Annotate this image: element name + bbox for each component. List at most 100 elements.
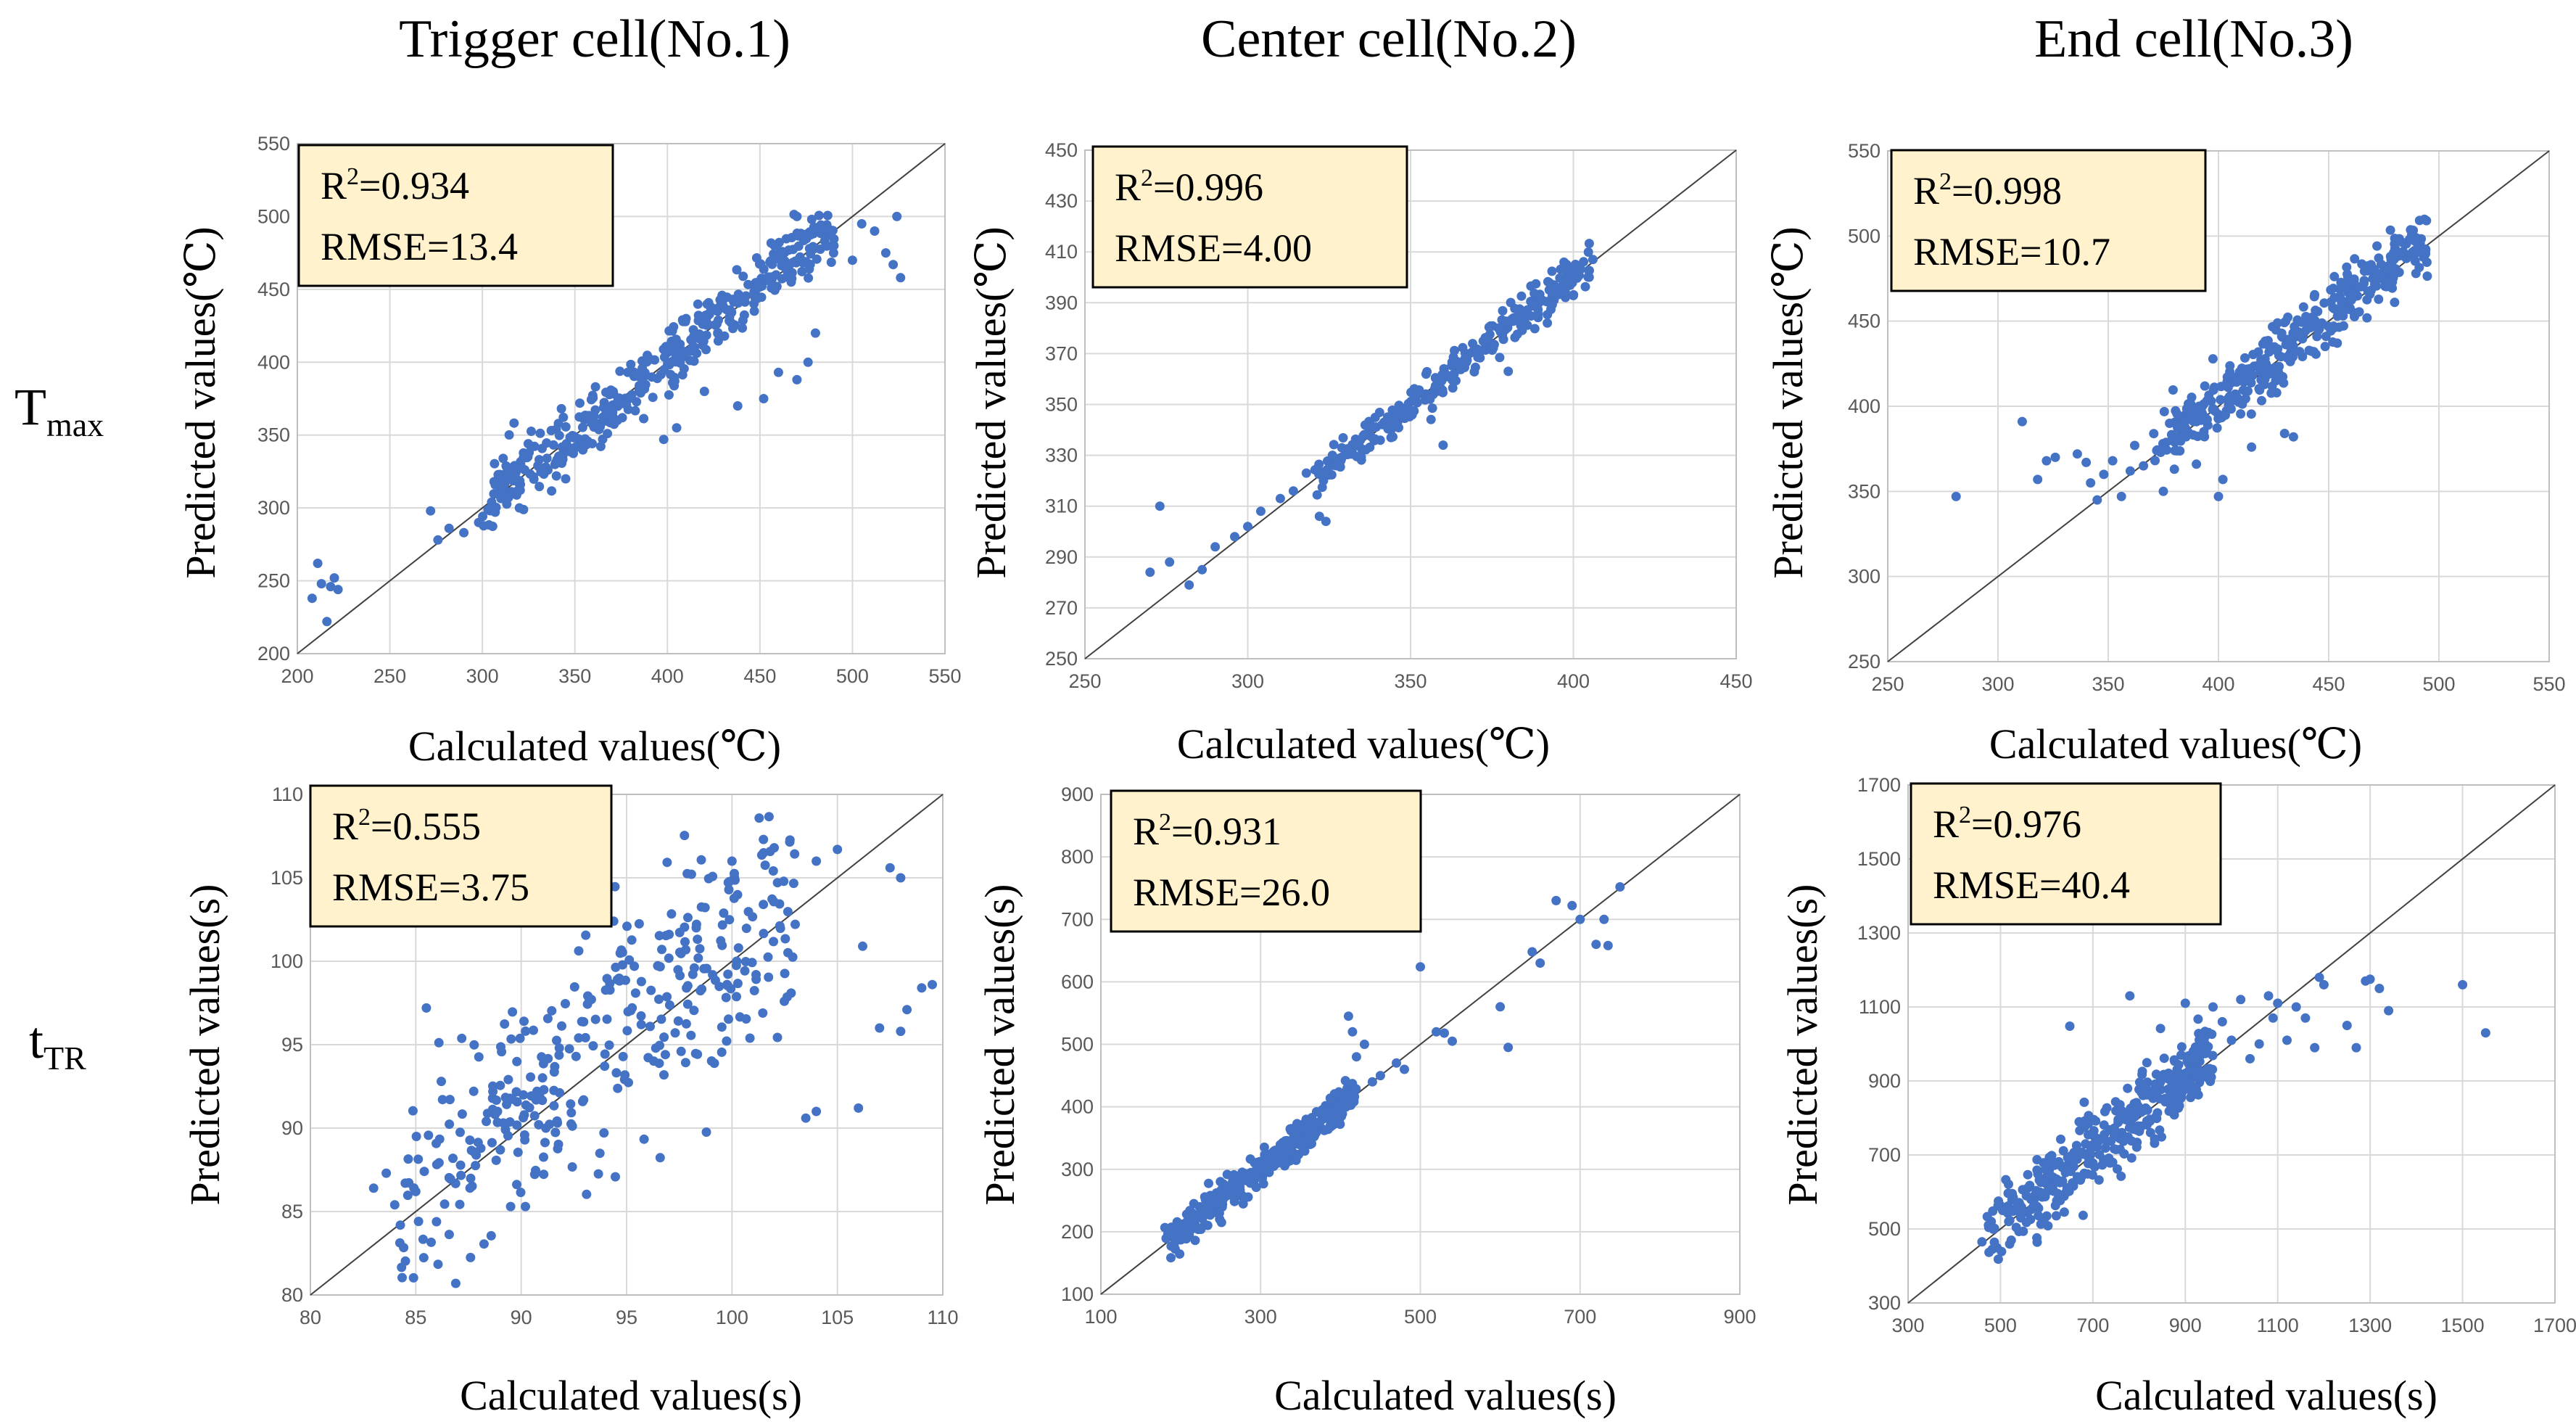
data-point [1495, 1002, 1506, 1012]
data-point [2342, 262, 2352, 272]
data-point [785, 837, 795, 847]
x-axis-title: Calculated values(℃) [1989, 720, 2362, 768]
data-point [626, 1006, 636, 1016]
data-point [1510, 332, 1520, 342]
data-point [599, 1128, 609, 1138]
data-point [503, 1074, 513, 1085]
data-point [2149, 429, 2159, 439]
data-point [2357, 259, 2367, 269]
data-point [2195, 412, 2205, 421]
data-point [504, 430, 514, 440]
data-point [1370, 434, 1380, 444]
data-point [2264, 363, 2274, 373]
data-point [775, 899, 785, 909]
row-label-ttr-sub: TR [44, 1040, 86, 1077]
y-tick-label: 400 [1061, 1096, 1094, 1118]
data-point [814, 223, 825, 233]
data-point [2247, 442, 2257, 452]
y-tick-label: 800 [1061, 846, 1094, 868]
y-tick-label: 290 [1045, 546, 1078, 568]
data-point [1572, 269, 1582, 279]
data-point [569, 432, 579, 443]
data-point [381, 1168, 392, 1178]
data-point [2048, 1172, 2058, 1183]
stats-box [297, 144, 614, 287]
y-tick-label: 200 [257, 643, 290, 665]
data-point [797, 266, 807, 276]
data-point [2028, 1201, 2039, 1211]
data-point [1252, 1163, 1263, 1173]
data-point [812, 856, 822, 866]
data-point [421, 1003, 432, 1013]
data-point [368, 1183, 379, 1193]
data-point [1365, 421, 1375, 431]
data-point [2173, 1066, 2183, 1076]
data-point [697, 984, 707, 994]
data-point [704, 309, 714, 319]
r2-superscript: 2 [1159, 809, 1171, 836]
data-point [515, 485, 525, 495]
y-tick-label: 250 [1848, 651, 1881, 673]
data-point [2157, 1132, 2166, 1142]
data-point [687, 346, 696, 356]
data-point [399, 1243, 409, 1253]
data-point [732, 401, 743, 411]
data-point [1514, 308, 1524, 318]
data-point [508, 1007, 518, 1017]
data-point [313, 559, 323, 568]
data-point [896, 873, 906, 883]
data-point [1585, 266, 1594, 276]
data-point [1214, 1208, 1224, 1218]
data-point [2158, 486, 2168, 496]
data-point [434, 1158, 444, 1168]
data-point [437, 1095, 447, 1105]
data-point [569, 982, 579, 992]
row-label-tmax: Tmax [15, 378, 104, 443]
y-tick-label: 900 [1061, 784, 1094, 805]
data-point [557, 1021, 566, 1031]
data-point [553, 1118, 563, 1128]
data-point [780, 996, 789, 1006]
data-point [749, 306, 759, 316]
data-point [756, 292, 767, 303]
data-point [1416, 962, 1425, 972]
data-point [1267, 1148, 1277, 1159]
data-point [732, 889, 743, 900]
data-point [758, 1008, 768, 1018]
data-point [2374, 295, 2384, 304]
data-point [488, 1087, 498, 1096]
data-point [740, 966, 750, 976]
data-point [717, 1022, 727, 1032]
data-point [543, 1053, 553, 1064]
data-point [801, 1113, 811, 1123]
data-point [580, 1032, 590, 1043]
data-point [733, 943, 743, 953]
data-point [1489, 340, 1499, 350]
data-point [1335, 1119, 1345, 1130]
x-tick-label: 95 [616, 1307, 637, 1328]
data-point [474, 1052, 484, 1062]
data-point [812, 1106, 822, 1116]
data-point [529, 472, 538, 482]
data-point [2243, 386, 2253, 396]
data-point [556, 403, 566, 414]
data-point [2056, 1134, 2065, 1144]
data-point [732, 956, 742, 966]
data-point [917, 983, 927, 993]
data-point [2329, 271, 2340, 281]
rmse-label: RMSE=13.4 [321, 225, 518, 268]
data-point [2042, 1211, 2052, 1221]
data-point [509, 418, 519, 428]
data-point [1184, 580, 1194, 590]
data-point [2068, 1181, 2078, 1191]
data-point [651, 1043, 661, 1053]
data-point [547, 486, 557, 496]
data-point [688, 969, 698, 979]
scatter-panel-tmax-end: 250 300 350 400 450 500 550 250 300 350 400 450 500 5… [1764, 140, 2566, 768]
scatter-panel-tmax-trigger: 200 250 300 350 400 450 500 550 200 250 300 350 400 4… [177, 133, 962, 770]
data-point [928, 979, 937, 990]
data-point [2350, 254, 2360, 264]
data-point [1995, 1200, 2005, 1210]
data-point [529, 1025, 538, 1035]
data-point [554, 1050, 564, 1060]
